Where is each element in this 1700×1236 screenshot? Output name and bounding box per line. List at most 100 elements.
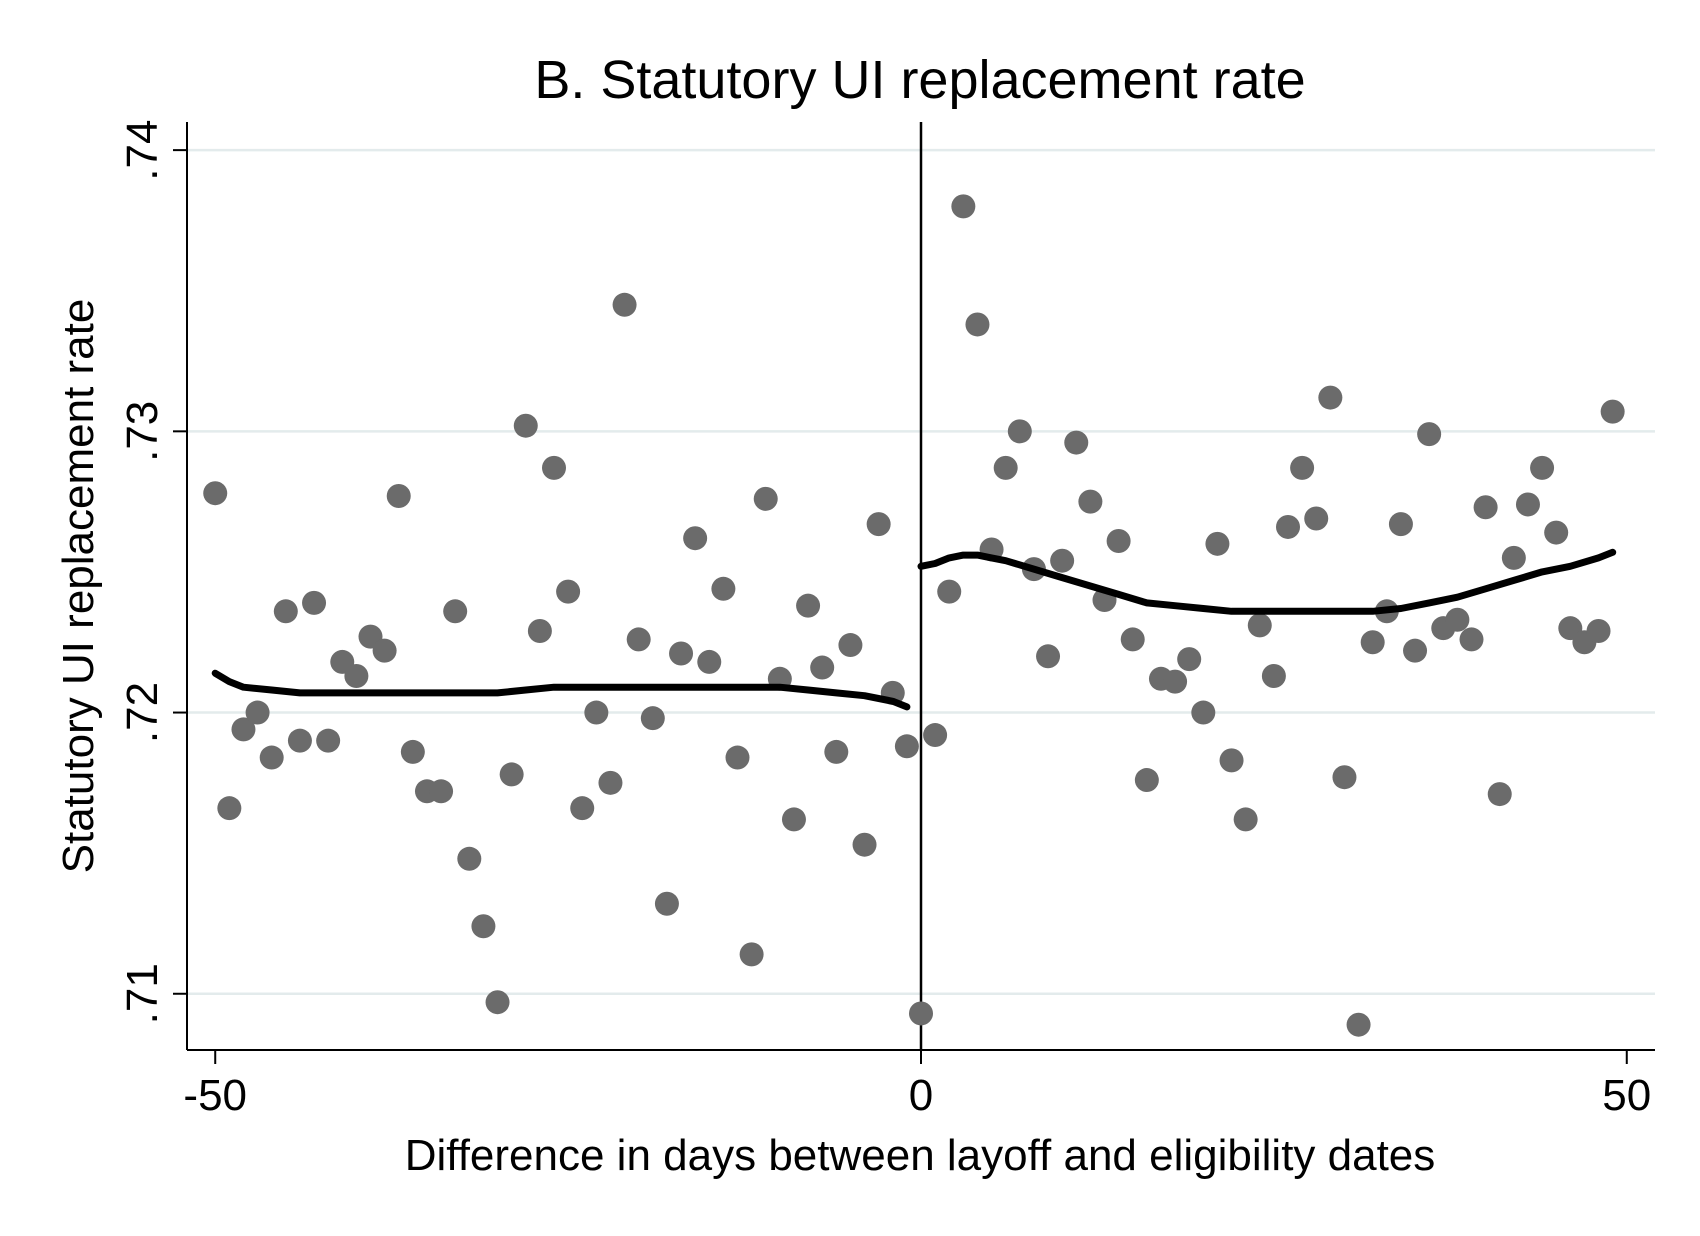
fit-line-left bbox=[211, 669, 911, 711]
data-point-80 bbox=[1332, 765, 1357, 790]
data-point-57 bbox=[1007, 419, 1032, 444]
data-point-99 bbox=[1600, 399, 1625, 424]
data-point-89 bbox=[1459, 627, 1484, 652]
data-point-76 bbox=[1276, 514, 1300, 539]
data-point-0 bbox=[203, 481, 228, 506]
data-point-82 bbox=[1360, 630, 1385, 655]
data-point-26 bbox=[570, 796, 595, 821]
data-point-88 bbox=[1445, 607, 1470, 632]
x-tick-label-0: -50 bbox=[183, 1071, 247, 1120]
data-point-94 bbox=[1530, 455, 1555, 480]
data-point-53 bbox=[951, 194, 976, 219]
data-point-43 bbox=[810, 655, 835, 680]
data-point-70 bbox=[1191, 700, 1216, 725]
data-point-54 bbox=[965, 312, 990, 337]
data-point-71 bbox=[1205, 531, 1230, 556]
data-point-45 bbox=[838, 633, 863, 658]
data-point-35 bbox=[697, 649, 722, 674]
data-point-66 bbox=[1134, 768, 1159, 793]
data-point-46 bbox=[852, 832, 877, 857]
data-point-29 bbox=[612, 292, 637, 317]
data-point-64 bbox=[1106, 529, 1131, 554]
data-point-68 bbox=[1163, 669, 1188, 694]
y-ticks: .71 .72 .73 .74 bbox=[118, 120, 187, 1024]
data-point-3 bbox=[245, 700, 270, 725]
data-points bbox=[203, 194, 1625, 1037]
data-point-93 bbox=[1515, 492, 1540, 517]
data-point-31 bbox=[640, 706, 665, 731]
data-point-84 bbox=[1388, 512, 1413, 537]
data-point-69 bbox=[1177, 647, 1202, 672]
data-point-60 bbox=[1050, 548, 1075, 573]
y-tick-label-1: .72 bbox=[118, 682, 167, 743]
data-point-52 bbox=[937, 579, 962, 604]
x-tick-label-2: 50 bbox=[1602, 1071, 1651, 1120]
data-point-72 bbox=[1219, 748, 1244, 773]
x-ticks: -50 0 50 bbox=[183, 1050, 1651, 1120]
x-tick-label-1: 0 bbox=[909, 1071, 933, 1120]
data-point-61 bbox=[1064, 430, 1089, 455]
data-point-4 bbox=[259, 745, 284, 770]
data-point-62 bbox=[1078, 489, 1103, 514]
data-point-17 bbox=[443, 599, 468, 624]
data-point-23 bbox=[527, 618, 552, 643]
data-point-36 bbox=[711, 576, 736, 601]
fit-line-right bbox=[917, 548, 1617, 615]
chart-title: B. Statutory UI replacement rate bbox=[534, 50, 1305, 110]
data-point-51 bbox=[923, 723, 948, 748]
data-point-79 bbox=[1318, 385, 1343, 410]
data-point-41 bbox=[781, 807, 806, 832]
y-tick-label-2: .73 bbox=[118, 401, 167, 462]
data-point-14 bbox=[400, 739, 425, 764]
data-point-13 bbox=[386, 484, 411, 509]
data-point-38 bbox=[739, 942, 764, 967]
data-point-44 bbox=[824, 739, 849, 764]
data-point-85 bbox=[1403, 638, 1428, 663]
data-point-77 bbox=[1290, 455, 1315, 480]
data-point-91 bbox=[1487, 782, 1512, 807]
data-point-16 bbox=[429, 779, 454, 804]
y-axis-label: Statutory UI replacement rate bbox=[54, 299, 103, 874]
data-point-42 bbox=[796, 593, 821, 618]
data-point-37 bbox=[725, 745, 750, 770]
data-point-81 bbox=[1346, 1012, 1371, 1037]
data-point-75 bbox=[1261, 663, 1286, 688]
data-point-25 bbox=[556, 579, 581, 604]
data-point-50 bbox=[909, 1001, 933, 1026]
data-point-28 bbox=[598, 770, 623, 795]
data-point-92 bbox=[1501, 545, 1526, 570]
data-point-98 bbox=[1586, 618, 1611, 643]
data-point-5 bbox=[273, 599, 298, 624]
data-point-74 bbox=[1247, 613, 1272, 638]
data-point-95 bbox=[1544, 520, 1569, 545]
data-point-56 bbox=[993, 455, 1018, 480]
data-point-27 bbox=[584, 700, 609, 725]
data-point-21 bbox=[499, 762, 524, 787]
data-point-1 bbox=[217, 796, 242, 821]
y-tick-label-3: .74 bbox=[118, 120, 167, 181]
data-point-24 bbox=[542, 455, 566, 480]
data-point-20 bbox=[485, 990, 510, 1015]
data-point-39 bbox=[753, 486, 778, 511]
data-point-18 bbox=[457, 846, 482, 871]
data-point-6 bbox=[287, 728, 312, 753]
data-point-65 bbox=[1120, 627, 1145, 652]
data-point-30 bbox=[626, 627, 651, 652]
data-point-78 bbox=[1304, 506, 1329, 531]
x-axis-label: Difference in days between layoff and el… bbox=[405, 1131, 1436, 1180]
data-point-86 bbox=[1417, 422, 1442, 447]
data-point-19 bbox=[471, 914, 496, 939]
data-point-10 bbox=[344, 663, 369, 688]
data-point-32 bbox=[654, 891, 679, 916]
data-point-73 bbox=[1233, 807, 1258, 832]
data-point-33 bbox=[669, 641, 694, 666]
data-point-8 bbox=[316, 728, 341, 753]
y-tick-label-0: .71 bbox=[118, 963, 167, 1024]
data-point-34 bbox=[683, 526, 708, 551]
data-point-22 bbox=[513, 413, 538, 438]
data-point-7 bbox=[302, 590, 327, 615]
data-point-59 bbox=[1036, 644, 1061, 669]
data-point-47 bbox=[866, 512, 891, 537]
data-point-2 bbox=[231, 717, 256, 742]
